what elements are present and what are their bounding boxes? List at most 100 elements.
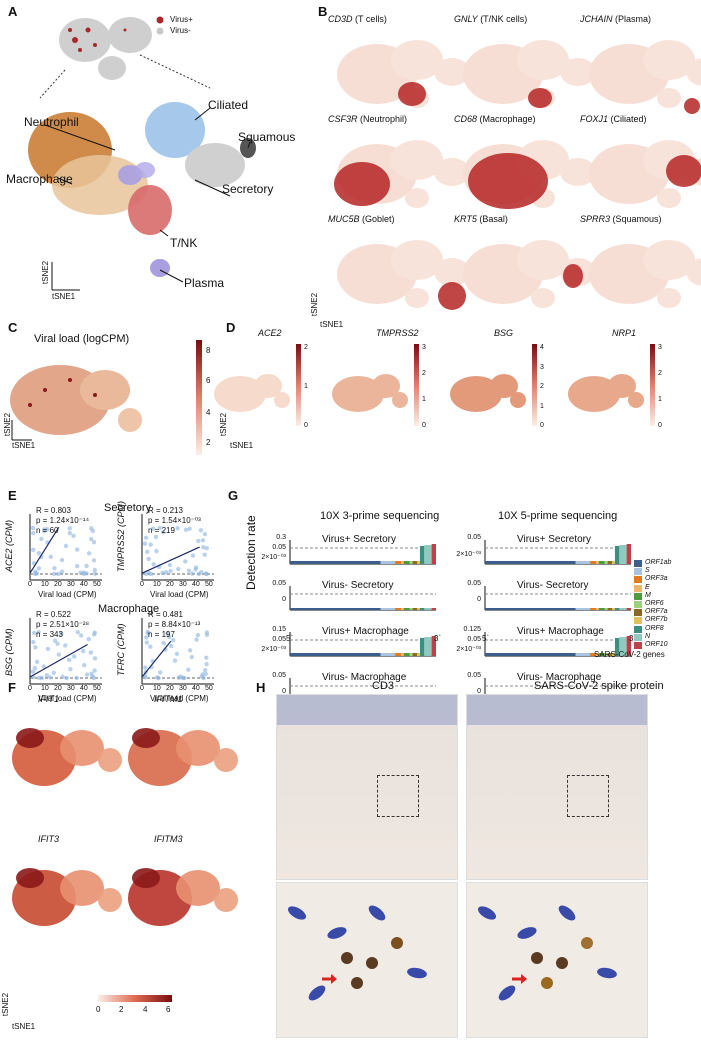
panel-g-label: G — [228, 488, 239, 503]
b-gene-name: KRT5 — [454, 214, 477, 224]
e-xtick: 20 — [54, 685, 62, 692]
g-legend-label: ORF10 — [645, 641, 668, 648]
b-gene-label: GNLY (T/NK cells) — [454, 14, 527, 24]
panel-a-tsne — [28, 16, 256, 291]
g-coverage-plot — [484, 632, 631, 657]
g-coverage-plot — [289, 586, 436, 611]
panel-c-map — [10, 365, 142, 441]
e-stat-n: n = 197 — [148, 630, 175, 639]
g-col-title-5prime: 10X 5-prime sequencing — [498, 510, 618, 522]
e-xtick: 10 — [41, 685, 49, 692]
d-scale-tick: 1 — [540, 402, 544, 410]
f-scale-4: 4 — [143, 1005, 148, 1014]
e-stat-n: n = 219 — [148, 526, 175, 535]
g-legend-label: ORF6 — [645, 600, 664, 607]
g-plot-title: Virus- Macrophage — [517, 672, 602, 683]
d-scale-tick: 3 — [422, 344, 426, 351]
g-legend-swatch — [634, 601, 642, 608]
g-plot-title: Virus- Secretory — [517, 580, 589, 591]
g-legend-swatch — [634, 560, 642, 567]
f-tsne-map — [12, 728, 122, 786]
f-colorbar — [98, 995, 172, 1002]
d-scale-tick: 4 — [540, 344, 544, 351]
d-scale-tick: 0 — [658, 422, 662, 429]
f-axis-tsne1: tSNE1 — [12, 1022, 36, 1031]
b-gene-cell: (Ciliated) — [608, 114, 647, 124]
d-tsne-map — [332, 374, 408, 412]
g-legend-swatch — [634, 584, 642, 592]
e-stat-r: R = 0.213 — [148, 506, 183, 515]
e-ylabel: ACE2 (CPM) — [4, 519, 14, 572]
cluster-plasma: Plasma — [184, 276, 225, 290]
b-axis-tsne2: tSNE2 — [310, 292, 320, 317]
f-gene-title: IFITM3 — [154, 834, 183, 844]
e-xtick: 30 — [179, 581, 187, 588]
g-coverage-plot — [484, 586, 631, 611]
e-group-macrophage: Macrophage — [98, 603, 160, 615]
b-gene-cell: (Squamous) — [610, 214, 662, 224]
g-plot-title: Virus+ Secretory — [322, 534, 397, 545]
b-gene-cell: (Plasma) — [612, 14, 652, 24]
h-title-spike: SARS-CoV-2 spike protein — [534, 680, 664, 692]
d-axis-tsne2: tSNE2 — [219, 412, 229, 437]
e-stat-n: n = 343 — [36, 630, 63, 639]
g-legend-label: ORF7a — [645, 608, 668, 616]
e-stat-n: n = 60 — [36, 526, 59, 535]
f-gene-title: IFITM1 — [154, 694, 183, 704]
g-tick: 0 — [282, 688, 286, 695]
e-stat-r: R = 0.522 — [36, 610, 71, 619]
b-gene-label: FOXJ1 (Ciliated) — [580, 114, 647, 124]
g-legend-swatch — [634, 568, 642, 576]
b-gene-label: SPRR3 (Squamous) — [580, 214, 662, 224]
e-xlabel: Viral load (CPM) — [38, 694, 97, 703]
b-gene-cell: (T/NK cells) — [477, 14, 528, 24]
c-axis-tsne2: tSNE2 — [3, 412, 13, 437]
cluster-neutrophil: Neutrophil — [24, 115, 79, 129]
g-tick: 0 — [477, 596, 481, 603]
d-scale-tick: 2 — [658, 370, 662, 377]
e-xtick: 40 — [80, 685, 88, 692]
e-xlabel: Viral load (CPM) — [38, 590, 97, 599]
d-colorbar — [414, 344, 419, 426]
b-tsne-map — [337, 240, 470, 310]
b-gene-cell: (Goblet) — [359, 214, 395, 224]
inset-map — [59, 17, 152, 80]
g-plot-title: Virus- Secretory — [322, 580, 394, 591]
b-gene-cell: (T cells) — [352, 14, 387, 24]
b-tsne-map — [463, 40, 596, 108]
e-scatter-plot — [141, 618, 214, 685]
d-scale-tick: 2 — [540, 383, 544, 390]
f-scale-0: 0 — [96, 1005, 101, 1014]
b-tsne-map — [334, 140, 470, 208]
d-axis-tsne1: tSNE1 — [230, 441, 254, 450]
g-legend-swatch — [634, 609, 642, 617]
e-ylabel: BSG (CPM) — [4, 628, 14, 676]
c-axis-tsne1: tSNE1 — [12, 441, 36, 450]
panel-b-label: B — [318, 4, 328, 19]
panel-h-label: H — [256, 680, 266, 695]
legend-virus-pos: Virus+ — [170, 15, 193, 24]
e-xtick: 10 — [153, 581, 161, 588]
d-colorbar — [296, 344, 301, 426]
g-tick: 0.05 — [467, 635, 481, 643]
d-scale-tick: 2 — [304, 344, 308, 351]
d-tsne-map — [568, 374, 644, 412]
d-colorbar — [532, 344, 537, 426]
d-tsne-map — [214, 374, 290, 412]
panel-e-label: E — [8, 488, 17, 503]
g-tick: 0.05 — [272, 543, 286, 551]
g-tick: 0.05 — [467, 580, 481, 587]
d-scale-tick: 1 — [304, 383, 308, 390]
g-tick: 0.05 — [272, 635, 286, 643]
b-gene-name: CD68 — [454, 114, 478, 124]
b-gene-name: MUC5B — [328, 214, 360, 224]
d-scale-tick: 1 — [422, 396, 426, 403]
d-gene-title: NRP1 — [612, 328, 637, 338]
e-xtick: 30 — [67, 581, 75, 588]
cluster-macrophage: Macrophage — [6, 172, 73, 186]
g-legend-title: SARS-CoV-2 genes — [594, 650, 665, 659]
e-xtick: 20 — [166, 581, 174, 588]
d-scale-tick: 3 — [658, 344, 662, 351]
e-xtick: 40 — [80, 581, 88, 588]
g-legend-label: ORF3a — [645, 575, 668, 583]
